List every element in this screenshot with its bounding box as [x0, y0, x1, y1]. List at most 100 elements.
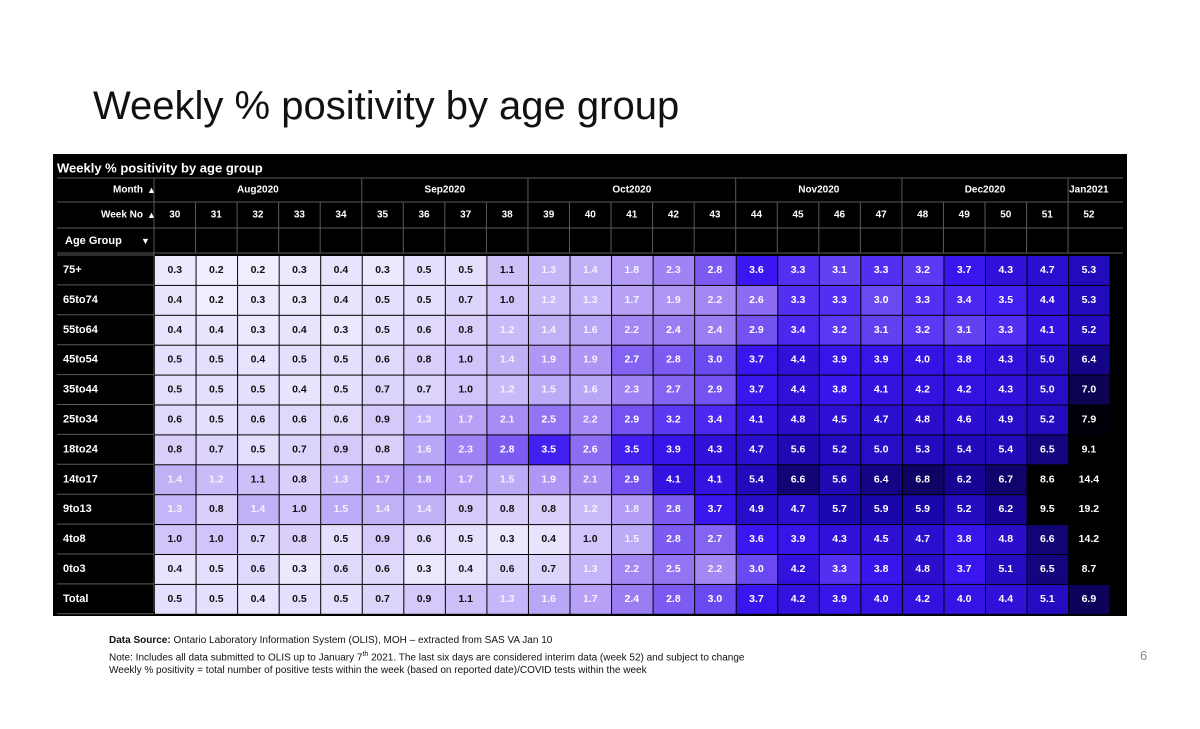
heatmap-cell	[861, 375, 902, 405]
heatmap-cell	[445, 495, 487, 525]
heatmap-cell	[944, 525, 985, 554]
cell-value: 0.4	[167, 563, 182, 575]
heatmap-cell	[404, 435, 445, 465]
heatmap-cell	[986, 345, 1027, 375]
cell-value: 5.0	[1040, 384, 1055, 396]
heatmap-cell	[570, 285, 612, 315]
heatmap-cell	[1027, 375, 1069, 405]
week-label: 50	[1000, 210, 1012, 221]
heatmap-cell	[695, 375, 736, 405]
heatmap-cell	[279, 315, 321, 345]
cell-value: 1.9	[666, 294, 681, 306]
heatmap-cell	[1069, 525, 1110, 554]
heatmap-cell	[404, 375, 445, 405]
interim-note-superscript: th	[362, 650, 369, 658]
heatmap-cell	[902, 315, 944, 345]
cell-value: 0.3	[292, 264, 307, 276]
heatmap-cell	[736, 584, 778, 614]
heatmap-cell	[487, 315, 528, 345]
cell-value: 3.0	[749, 563, 764, 575]
cell-value: 7.0	[1082, 384, 1097, 396]
heatmap-cell	[570, 495, 612, 525]
cell-value: 5.2	[832, 443, 847, 455]
cell-value: 0.4	[251, 593, 266, 605]
cell-value: 5.3	[1082, 294, 1097, 306]
week-label: 42	[668, 210, 680, 221]
cell-value: 3.1	[832, 264, 847, 276]
cell-value: 1.4	[500, 354, 515, 366]
heatmap-cell	[445, 256, 487, 285]
cell-value: 1.8	[625, 264, 640, 276]
cell-value: 0.5	[458, 264, 473, 276]
heatmap-cell	[986, 405, 1027, 435]
cell-value: 1.6	[541, 593, 556, 605]
cell-value: 0.3	[251, 324, 266, 336]
heatmap-cell	[819, 285, 861, 315]
heatmap-cell	[155, 285, 196, 315]
cell-value: 1.1	[251, 473, 266, 485]
interim-note: Note: Includes all data submitted to OLI…	[109, 648, 744, 665]
heatmap-cell	[1027, 584, 1069, 614]
heatmap-cell	[528, 285, 570, 315]
cell-value: 1.7	[625, 294, 640, 306]
week-label: 33	[294, 210, 306, 221]
heatmap-cell	[612, 315, 653, 345]
cell-value: 1.5	[541, 384, 556, 396]
heatmap-cell	[487, 435, 528, 465]
heatmap-cell	[196, 315, 238, 345]
cell-value: 14.4	[1079, 473, 1100, 485]
cell-value: 4.8	[915, 413, 930, 425]
heatmap-cell	[279, 495, 321, 525]
cell-value: 0.7	[375, 593, 390, 605]
heatmap-cell	[612, 345, 653, 375]
interim-note-start: Note: Includes all data submitted to OLI…	[109, 651, 363, 663]
page-number: 6	[1140, 648, 1148, 663]
heatmap-cell	[279, 465, 321, 495]
cell-value: 4.9	[749, 503, 764, 515]
week-label: 40	[585, 210, 597, 221]
heatmap-cell	[653, 465, 695, 495]
cell-value: 0.7	[292, 443, 307, 455]
cell-value: 1.1	[458, 593, 473, 605]
heatmap-cell	[487, 285, 528, 315]
cell-value: 4.3	[998, 354, 1013, 366]
cell-value: 4.7	[749, 443, 764, 455]
month-label: Dec2020	[965, 185, 1006, 196]
heatmap-cell	[279, 345, 321, 375]
cell-value: 0.8	[375, 443, 390, 455]
cell-value: 3.2	[915, 264, 930, 276]
cell-value: 3.3	[874, 264, 889, 276]
heatmap-cell	[404, 465, 445, 495]
cell-value: 5.0	[874, 443, 889, 455]
cell-value: 4.9	[998, 413, 1013, 425]
heatmap-cell	[445, 315, 487, 345]
heatmap-cell	[902, 555, 944, 584]
positivity-heatmap: Weekly % positivity by age group Month ▲ Au…	[53, 154, 1127, 616]
cell-value: 6.5	[1040, 563, 1055, 575]
heatmap-cell	[196, 525, 238, 554]
cell-value: 4.3	[708, 443, 723, 455]
heatmap-cell	[487, 345, 528, 375]
interim-note-end: 2021. The last six days are considered i…	[368, 651, 745, 663]
heatmap-cell	[653, 345, 695, 375]
heatmap-cell	[279, 525, 321, 554]
heatmap-cell	[528, 584, 570, 614]
cell-value: 3.7	[749, 354, 764, 366]
heatmap-cell	[861, 315, 902, 345]
cell-value: 0.2	[209, 264, 224, 276]
week-label: 52	[1083, 210, 1095, 221]
age-group-label: 4to8	[63, 533, 86, 545]
cell-value: 1.3	[541, 264, 556, 276]
cell-value: 0.5	[417, 264, 432, 276]
cell-value: 3.7	[749, 593, 764, 605]
cell-value: 0.4	[292, 384, 307, 396]
cell-value: 5.0	[1040, 354, 1055, 366]
heatmap-cell	[736, 405, 778, 435]
heatmap-cell	[279, 555, 321, 584]
heatmap-cell	[861, 285, 902, 315]
cell-value: 5.6	[832, 473, 847, 485]
heatmap-cell	[1069, 465, 1110, 495]
week-header-label: Week No	[101, 210, 143, 221]
heatmap-cell	[238, 315, 279, 345]
data-source-note: Data Source: Ontario Laboratory Informat…	[109, 634, 744, 648]
